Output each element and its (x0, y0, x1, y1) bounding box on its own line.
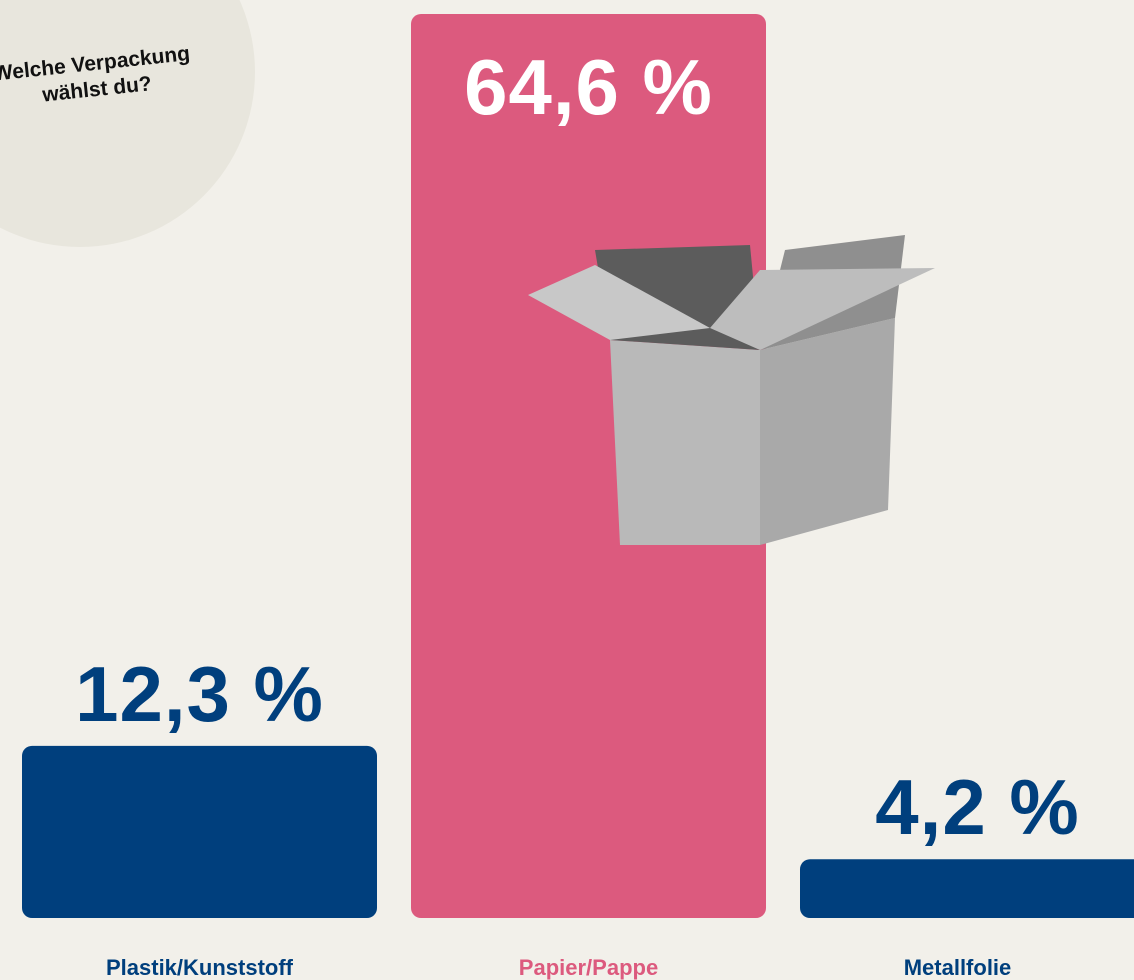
value-label: 4,2 % (875, 763, 1079, 851)
bar (800, 859, 1134, 918)
title-badge (0, 0, 255, 247)
bar (411, 14, 766, 918)
category-label: Plastik/Kunststoff (106, 955, 294, 980)
category-label: Metallfolie (904, 955, 1012, 980)
category-label: Papier/Pappe (519, 955, 658, 980)
bars: 12,3 % Plastik/Kunststoff 64,6 % Papier/Pap… (22, 14, 1134, 980)
box-illustration (528, 235, 935, 545)
value-label: 12,3 % (75, 650, 324, 738)
bar (22, 745, 377, 918)
value-label: 64,6 % (464, 43, 713, 131)
